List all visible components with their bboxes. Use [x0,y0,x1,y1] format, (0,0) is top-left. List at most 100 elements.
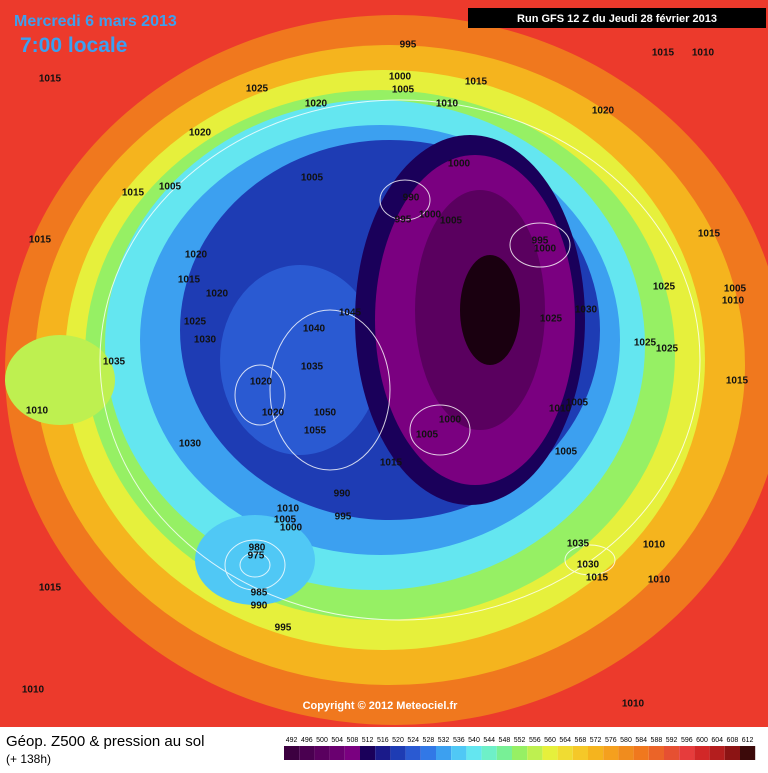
pressure-label: 1010 [436,99,459,110]
pressure-label: 1015 [122,188,145,199]
colorbar-label: 604 [711,737,723,744]
pressure-label: 1000 [439,415,462,426]
pressure-label: 1010 [549,404,572,415]
pressure-label: 1000 [389,72,412,83]
pressure-label: 1000 [280,523,303,534]
run-info: Run GFS 12 Z du Jeudi 28 février 2013 [517,13,717,25]
pressure-label: 1010 [622,699,645,710]
pressure-label: 995 [395,215,412,226]
pressure-label: 1020 [185,250,208,261]
pressure-label: 995 [335,512,352,523]
pressure-label: 1045 [339,308,362,319]
pressure-label: 995 [400,40,417,51]
pressure-label: 1005 [159,182,182,193]
colorbar-swatch [694,746,710,760]
pressure-label: 1015 [698,229,721,240]
pressure-label: 1025 [653,282,676,293]
pressure-label: 1025 [540,314,563,325]
pressure-label: 1005 [274,515,297,526]
colorbar-swatch [481,746,497,760]
colorbar-label: 524 [407,737,419,744]
colorbar-label: 556 [529,737,541,744]
pressure-label: 1050 [314,408,337,419]
pressure-label: 1020 [250,377,273,388]
pressure-label: 1010 [22,685,45,696]
colorbar-swatch [527,746,543,760]
colorbar-swatch [360,746,376,760]
pressure-label: 1010 [643,540,666,551]
colorbar-swatch [375,746,391,760]
colorbar-label: 528 [423,737,435,744]
colorbar-label: 532 [438,737,450,744]
colorbar-swatch [390,746,406,760]
pressure-label: 1000 [448,159,471,170]
colorbar-label: 588 [651,737,663,744]
colorbar-swatch [679,746,695,760]
pressure-label: 1025 [634,338,657,349]
colorbar-swatch [466,746,482,760]
z500-field [5,15,768,725]
colorbar-swatch [344,746,360,760]
pressure-label: 1030 [575,305,598,316]
pressure-label: 990 [403,193,420,204]
pressure-label: 1020 [262,408,285,419]
pressure-label: 995 [275,623,292,634]
colorbar-swatch [420,746,436,760]
pressure-label: 1040 [303,324,326,335]
pressure-label: 1015 [465,77,488,88]
pressure-label: 1005 [440,216,463,227]
colorbar-label: 512 [362,737,374,744]
colorbar-label: 508 [347,737,359,744]
footer-title: Géop. Z500 & pression au sol [6,733,204,750]
pressure-label: 1035 [103,357,126,368]
colorbar-swatch [451,746,467,760]
colorbar-swatch [633,746,649,760]
pressure-label: 1030 [194,335,217,346]
colorbar-swatch [299,746,315,760]
colorbar-label: 520 [392,737,404,744]
colorbar-swatch [512,746,528,760]
pressure-label: 1010 [722,296,745,307]
pressure-label: 975 [248,551,265,562]
pressure-label: 1025 [184,317,207,328]
colorbar-label: 500 [316,737,328,744]
colorbar-label: 496 [301,737,313,744]
colorbar-label: 504 [331,737,343,744]
pressure-label: 1020 [592,106,615,117]
pressure-label: 1010 [26,406,49,417]
colorbar-label: 552 [514,737,526,744]
colorbar-label: 600 [696,737,708,744]
colorbar-swatch [436,746,452,760]
pressure-label: 1055 [304,426,327,437]
colorbar-swatch [588,746,604,760]
pressure-label: 1020 [189,128,212,139]
colorbar-swatch [648,746,664,760]
pressure-label: 1015 [178,275,201,286]
colorbar-swatch [572,746,588,760]
colorbar-swatch [664,746,680,760]
pressure-label: 1025 [246,84,269,95]
pressure-label: 1010 [277,504,300,515]
colorbar-label: 580 [620,737,632,744]
pressure-label: 1005 [392,85,415,96]
colorbar-swatch [709,746,725,760]
pressure-label: 1015 [39,74,62,85]
pressure-label: 1035 [567,539,590,550]
colorbar-label: 560 [544,737,556,744]
colorbar-label: 576 [605,737,617,744]
colorbar-swatch [314,746,330,760]
forecast-date: Mercredi 6 mars 2013 [14,13,177,30]
pressure-label: 1030 [179,439,202,450]
forecast-time: 7:00 locale [20,34,127,57]
colorbar-label: 536 [453,737,465,744]
pressure-label: 1000 [534,244,557,255]
pressure-label: 1010 [648,575,671,586]
colorbar-swatch [405,746,421,760]
colorbar-swatch [618,746,634,760]
colorbar-label: 540 [468,737,480,744]
pressure-label: 1010 [692,48,715,59]
pressure-label: 1015 [29,235,52,246]
colorbar-label: 612 [742,737,754,744]
pressure-label: 1035 [301,362,324,373]
